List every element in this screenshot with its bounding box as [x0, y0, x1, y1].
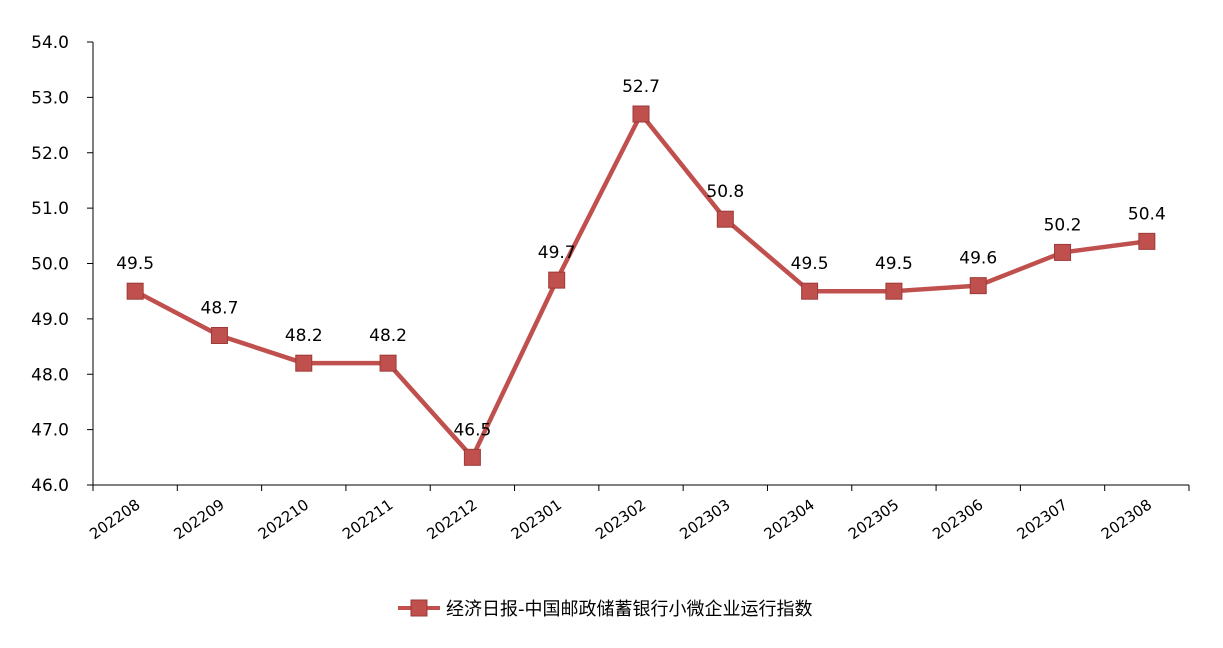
data-point-marker [801, 282, 819, 300]
x-tick-label: 202302 [592, 496, 649, 544]
data-point-marker [548, 271, 566, 289]
y-tick-label: 48.0 [31, 365, 69, 385]
x-tick-label: 202212 [423, 496, 480, 544]
x-tick-labels: 202208 202209 202210 202211 202212 202301 2023… [86, 496, 1155, 544]
y-tick-labels: 46.0 47.0 48.0 49.0 50.0 51.0 52.0 53.0 54.0 [31, 33, 69, 496]
y-tick-label: 53.0 [31, 88, 69, 108]
legend: 经济日报-中国邮政储蓄银行小微企业运行指数 [398, 599, 813, 620]
x-tick-label: 202301 [508, 496, 565, 544]
data-point-marker [632, 105, 650, 123]
x-tick-label: 202306 [929, 496, 986, 544]
y-tick-label: 46.0 [31, 476, 69, 496]
axes-group [87, 41, 1190, 491]
data-point-marker [1138, 232, 1156, 250]
legend-label: 经济日报-中国邮政储蓄银行小微企业运行指数 [446, 599, 813, 620]
data-point-marker [716, 210, 734, 228]
data-label: 49.5 [791, 254, 829, 274]
y-tick-label: 50.0 [31, 255, 69, 275]
x-tick-label: 202307 [1014, 496, 1071, 544]
data-label: 49.5 [875, 254, 913, 274]
data-label: 50.2 [1044, 215, 1082, 235]
legend-swatch-marker [410, 599, 428, 617]
data-point-marker [885, 282, 903, 300]
data-label: 48.2 [369, 326, 407, 346]
data-labels-group: 49.5 48.7 48.2 48.2 46.5 49.7 52.7 50.8 49.5 49.5… [116, 77, 1166, 440]
x-tick-label: 202208 [86, 496, 143, 544]
data-point-marker [295, 354, 313, 372]
x-tick-label: 202305 [845, 496, 902, 544]
x-tick-label: 202211 [339, 496, 396, 544]
data-label: 48.2 [285, 326, 323, 346]
data-label: 52.7 [622, 77, 660, 97]
data-label: 49.7 [538, 243, 576, 263]
x-tick-label: 202210 [255, 496, 312, 544]
data-point-marker [210, 326, 228, 344]
data-label: 48.7 [201, 298, 239, 318]
data-point-marker [1054, 243, 1072, 261]
x-tick-label: 202304 [761, 496, 818, 544]
y-tick-label: 51.0 [31, 199, 69, 219]
y-tick-label: 49.0 [31, 310, 69, 330]
series-group [126, 105, 1156, 466]
data-label: 46.5 [453, 420, 491, 440]
y-tick-label: 47.0 [31, 421, 69, 441]
data-label: 50.4 [1128, 204, 1166, 224]
y-tick-label: 52.0 [31, 144, 69, 164]
series-line [134, 111, 1148, 460]
y-tick-label: 54.0 [31, 33, 69, 53]
data-point-marker [126, 282, 144, 300]
data-label: 50.8 [706, 182, 744, 202]
data-point-marker [969, 277, 987, 295]
data-point-marker [379, 354, 397, 372]
x-tick-label: 202308 [1098, 496, 1155, 544]
data-label: 49.5 [116, 254, 154, 274]
data-label: 49.6 [959, 249, 997, 269]
x-tick-label: 202303 [676, 496, 733, 544]
data-point-marker [463, 448, 481, 466]
x-tick-label: 202209 [171, 496, 228, 544]
